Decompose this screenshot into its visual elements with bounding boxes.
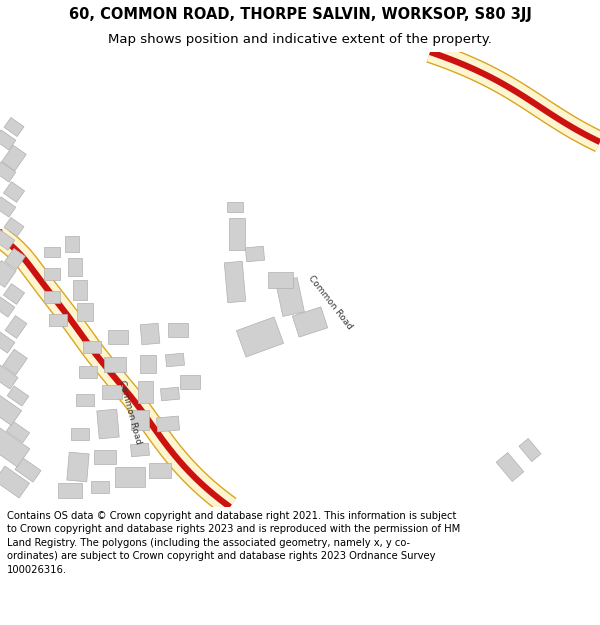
Bar [73, 280, 87, 300]
Bar [79, 366, 97, 378]
Bar [15, 458, 41, 482]
Bar [91, 481, 109, 493]
Bar [275, 278, 304, 316]
Bar [0, 331, 15, 353]
Bar [131, 410, 149, 430]
Bar [4, 118, 24, 136]
Bar [229, 218, 245, 250]
Text: 60, COMMON ROAD, THORPE SALVIN, WORKSOP, S80 3JJ: 60, COMMON ROAD, THORPE SALVIN, WORKSOP,… [68, 7, 532, 22]
Bar [71, 428, 89, 440]
Bar [76, 394, 94, 406]
Bar [519, 439, 541, 461]
Bar [0, 365, 18, 389]
Bar [4, 182, 25, 203]
Text: Common Road: Common Road [306, 273, 354, 331]
Bar [161, 388, 179, 401]
Bar [5, 248, 25, 269]
Bar [94, 450, 116, 464]
Bar [0, 162, 16, 182]
Bar [140, 323, 160, 345]
Bar [68, 258, 82, 276]
Bar [83, 341, 101, 353]
Bar [3, 349, 27, 375]
Bar [131, 443, 149, 457]
Bar [5, 316, 27, 338]
Bar [67, 452, 89, 482]
Bar [236, 317, 284, 357]
Bar [58, 482, 82, 498]
Bar [245, 246, 265, 262]
Bar [227, 202, 243, 212]
Bar [7, 421, 29, 442]
Bar [0, 130, 16, 150]
Bar [49, 314, 67, 326]
Bar [44, 268, 60, 280]
Bar [4, 217, 24, 236]
Bar [224, 261, 246, 302]
Bar [140, 355, 156, 373]
Bar [97, 409, 119, 439]
Bar [166, 353, 184, 367]
Bar [149, 462, 171, 478]
Bar [0, 297, 15, 317]
Bar [292, 307, 328, 337]
Bar [44, 291, 60, 303]
Text: Common Road: Common Road [117, 379, 143, 445]
Text: Contains OS data © Crown copyright and database right 2021. This information is : Contains OS data © Crown copyright and d… [7, 511, 460, 575]
Bar [180, 375, 200, 389]
Bar [7, 386, 29, 406]
Text: Map shows position and indicative extent of the property.: Map shows position and indicative extent… [108, 32, 492, 46]
Bar [157, 416, 179, 432]
Bar [0, 394, 22, 426]
Bar [268, 272, 293, 288]
Bar [104, 356, 126, 371]
Bar [0, 230, 15, 250]
Bar [168, 323, 188, 337]
Bar [0, 466, 29, 498]
Bar [65, 236, 79, 252]
Bar [115, 467, 145, 487]
Bar [0, 261, 16, 288]
Bar [0, 197, 16, 217]
Bar [0, 427, 30, 467]
Bar [102, 385, 122, 399]
Bar [137, 381, 152, 403]
Bar [44, 247, 60, 257]
Bar [108, 330, 128, 344]
Bar [496, 452, 524, 481]
Bar [4, 284, 25, 304]
Bar [2, 145, 26, 171]
Bar [77, 303, 93, 321]
